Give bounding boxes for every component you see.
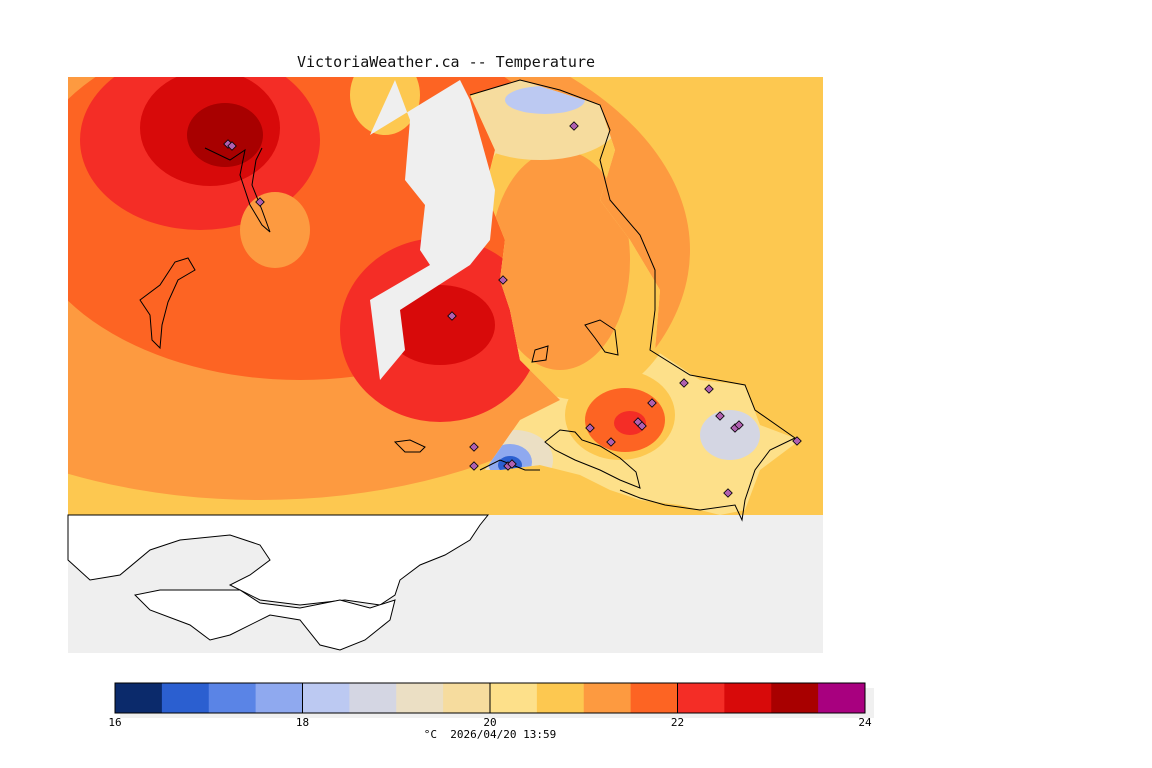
station-marker	[585, 423, 595, 433]
strait-water	[370, 80, 495, 380]
footer-caption: °C 2026/04/20 13:59	[0, 728, 980, 741]
colorbar-tick-label: 18	[296, 716, 309, 729]
colorbar-swatch	[115, 683, 163, 713]
colorbar-swatch	[677, 683, 725, 713]
southern-land	[67, 514, 490, 606]
colorbar-tick-label: 16	[108, 716, 121, 729]
station-marker	[792, 436, 802, 446]
colorbar-swatches	[115, 683, 866, 713]
colorbar-tick-label: 20	[483, 716, 496, 729]
station-marker	[498, 275, 508, 285]
station-marker	[227, 141, 237, 151]
station-marker	[469, 461, 479, 471]
colorbar-swatch	[255, 683, 303, 713]
colorbar-swatch	[490, 683, 538, 713]
station-marker	[606, 437, 616, 447]
colorbar-swatch	[208, 683, 257, 713]
colorbar-tick-label: 22	[671, 716, 684, 729]
colorbar-swatch	[443, 683, 491, 713]
coastline	[139, 79, 796, 522]
station-marker	[679, 378, 689, 388]
station-marker	[723, 488, 733, 498]
southern-land-lower	[133, 589, 396, 651]
colorbar-swatch	[771, 683, 819, 713]
station-marker	[507, 459, 517, 469]
station-markers	[223, 121, 802, 498]
colorbar-swatch	[536, 683, 585, 713]
station-marker	[447, 311, 457, 321]
station-marker	[647, 398, 657, 408]
colorbar-swatch	[724, 683, 772, 713]
station-marker	[734, 420, 744, 430]
colorbar-swatch	[818, 683, 866, 713]
station-marker	[569, 121, 579, 131]
colorbar-ticks: 16 18 20 22 24	[108, 683, 872, 729]
colorbar-swatch	[583, 683, 632, 713]
colorbar-swatch	[396, 683, 444, 713]
colorbar-swatch	[302, 683, 350, 713]
timestamp-label: 2026/04/20 13:59	[450, 728, 557, 741]
station-marker	[637, 421, 647, 431]
colorbar-tick-label: 24	[858, 716, 872, 729]
colorbar-swatch	[161, 683, 210, 713]
station-marker	[715, 411, 725, 421]
unit-label: °C	[423, 728, 438, 741]
station-marker	[255, 197, 265, 207]
page-title: VictoriaWeather.ca -- Temperature	[296, 53, 595, 71]
station-marker	[704, 384, 714, 394]
colorbar-swatch	[349, 683, 397, 713]
station-marker	[469, 442, 479, 452]
colorbar-swatch	[630, 683, 678, 713]
